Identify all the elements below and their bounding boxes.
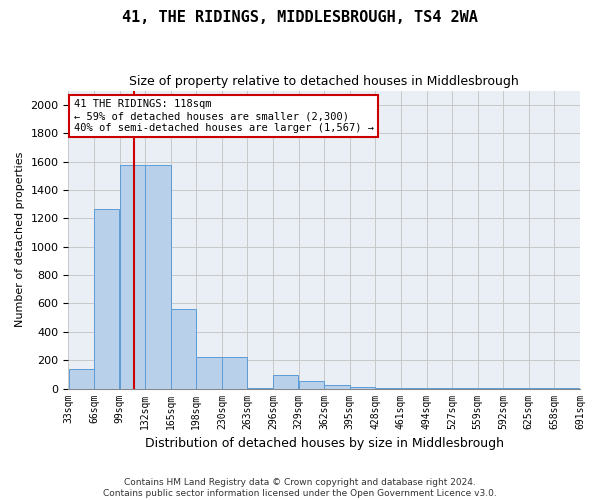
Bar	[273, 375, 298, 388]
Text: Contains HM Land Registry data © Crown copyright and database right 2024.
Contai: Contains HM Land Registry data © Crown c…	[103, 478, 497, 498]
Text: 41 THE RIDINGS: 118sqm
← 59% of detached houses are smaller (2,300)
40% of semi-: 41 THE RIDINGS: 118sqm ← 59% of detached…	[74, 100, 374, 132]
Bar	[171, 309, 196, 388]
Text: 41, THE RIDINGS, MIDDLESBROUGH, TS4 2WA: 41, THE RIDINGS, MIDDLESBROUGH, TS4 2WA	[122, 10, 478, 25]
Bar	[68, 368, 94, 388]
X-axis label: Distribution of detached houses by size in Middlesbrough: Distribution of detached houses by size …	[145, 437, 504, 450]
Y-axis label: Number of detached properties: Number of detached properties	[15, 152, 25, 327]
Title: Size of property relative to detached houses in Middlesbrough: Size of property relative to detached ho…	[130, 75, 519, 88]
Bar	[119, 165, 145, 388]
Bar	[299, 382, 324, 388]
Bar	[222, 358, 247, 388]
Bar	[350, 387, 375, 388]
Bar	[145, 165, 170, 388]
Bar	[325, 385, 350, 388]
Bar	[196, 358, 222, 388]
Bar	[94, 209, 119, 388]
